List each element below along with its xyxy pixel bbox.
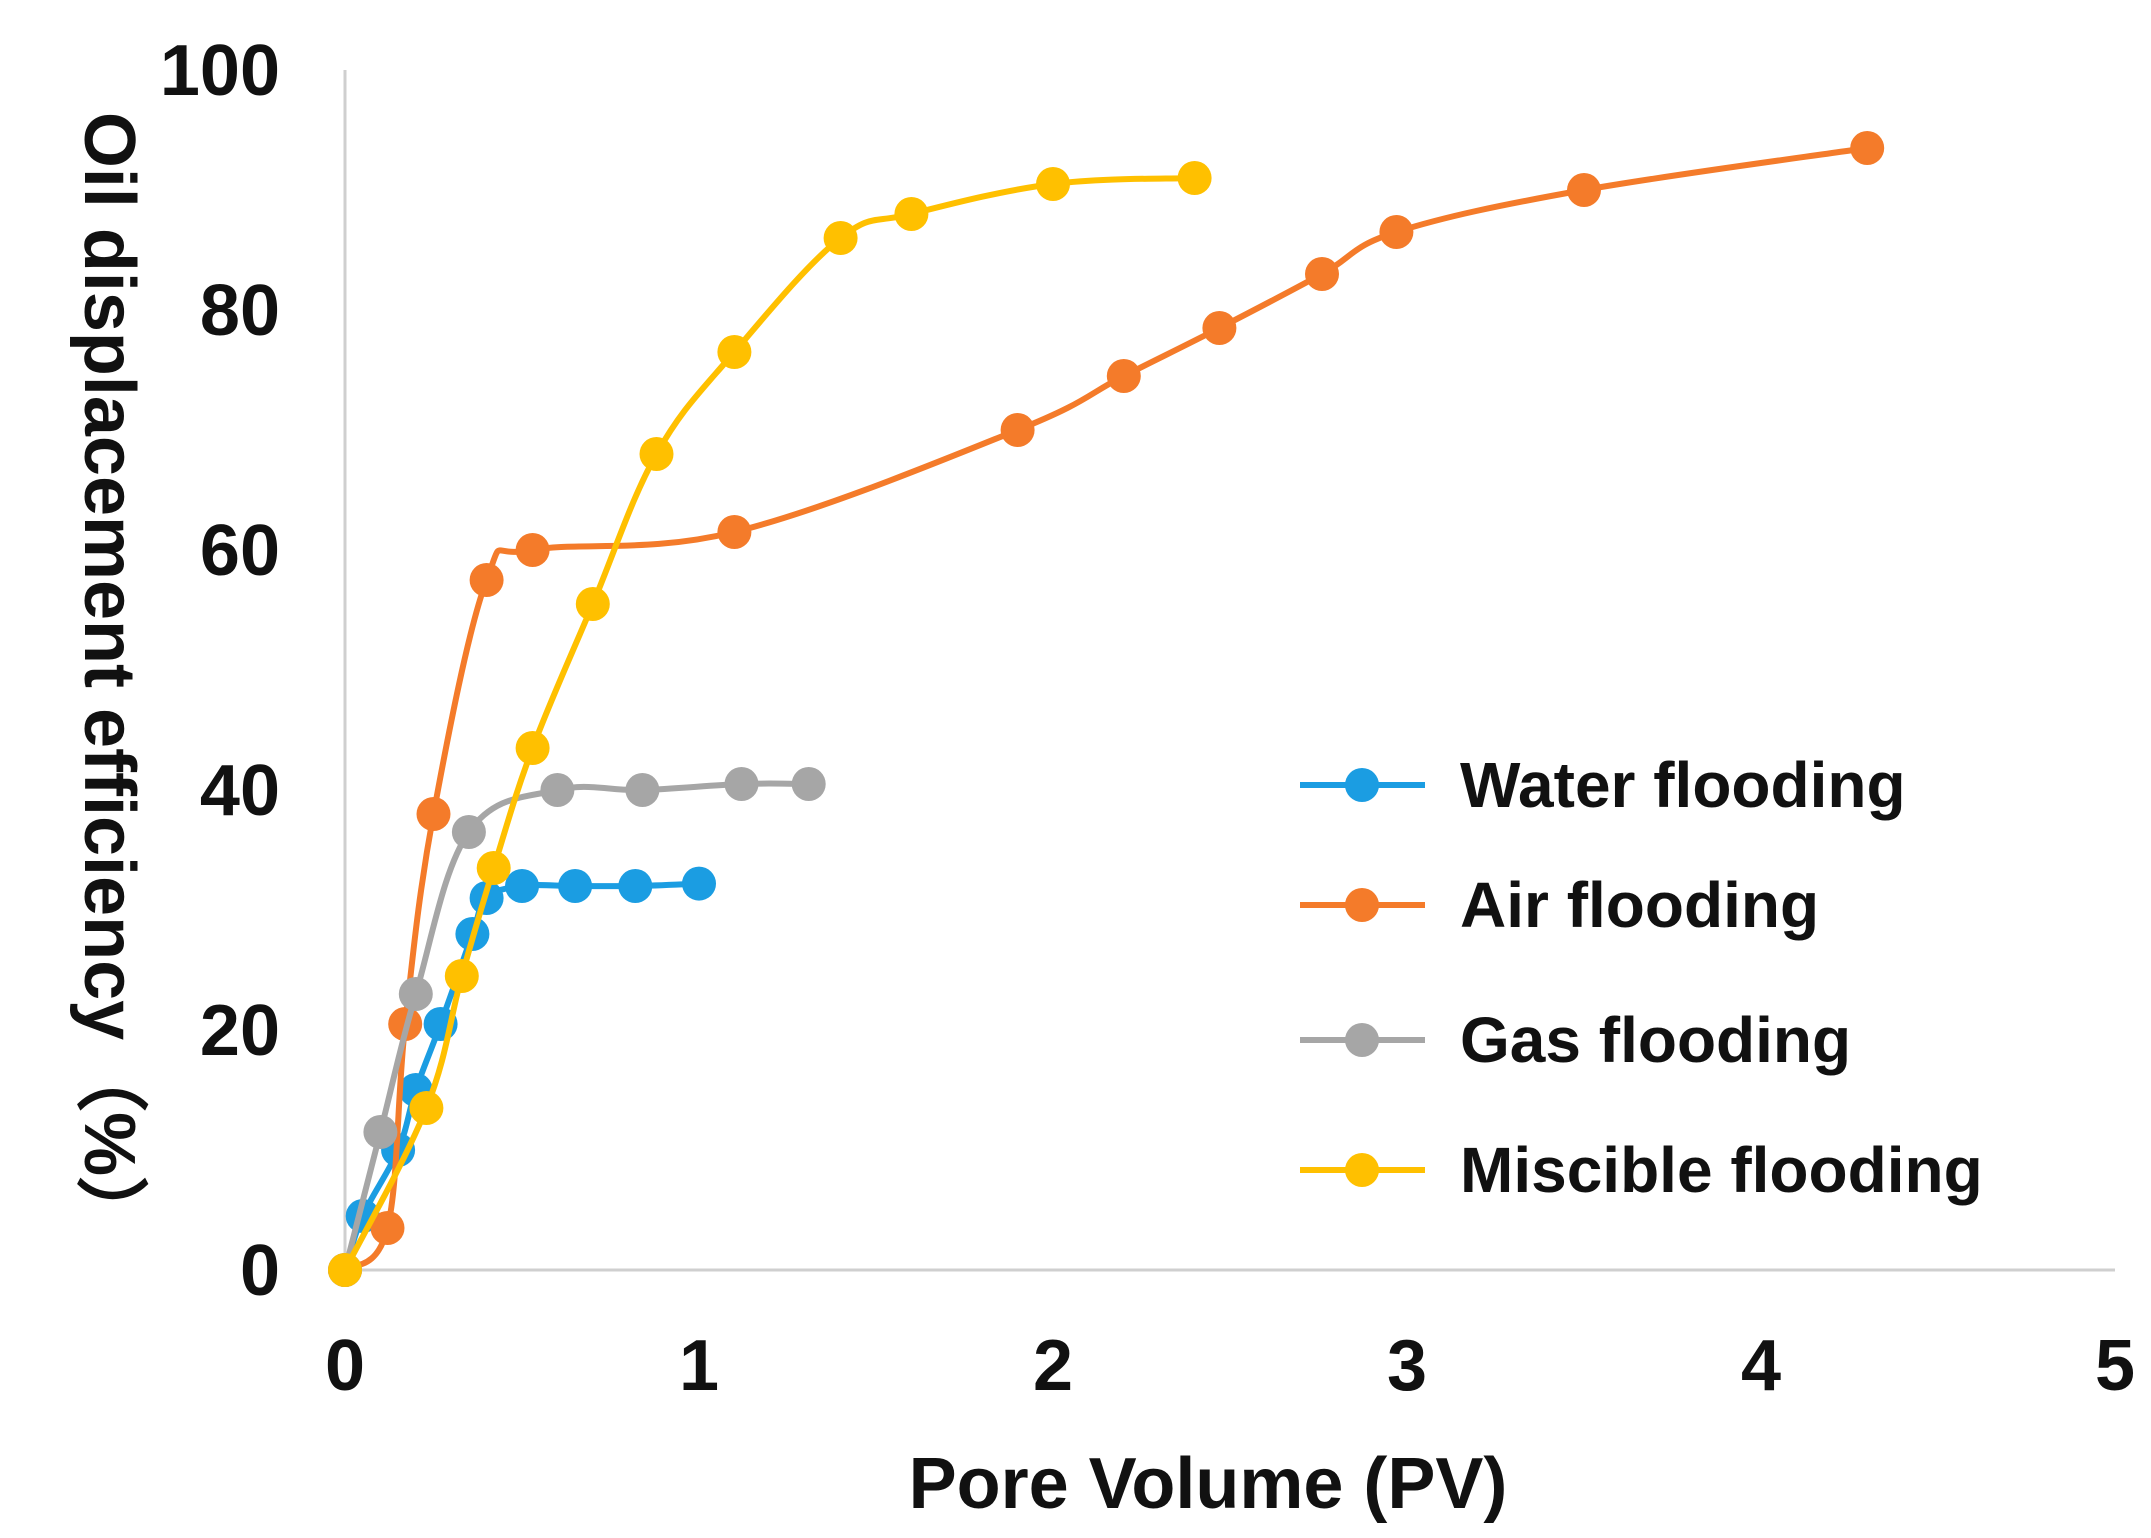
y-axis-title: Oil displacement efficiency（%） <box>69 112 149 1248</box>
data-point-miscible-flooding <box>1036 167 1070 201</box>
legend-marker-gas-flooding <box>1345 1023 1379 1057</box>
legend-label-gas-flooding: Gas flooding <box>1460 1004 1851 1076</box>
legend-item-gas-flooding: Gas flooding <box>1300 1004 1851 1076</box>
data-point-gas-flooding <box>540 773 575 807</box>
data-point-miscible-flooding <box>717 335 752 369</box>
legend-label-water-flooding: Water flooding <box>1460 749 1906 821</box>
x-tick-label: 3 <box>1387 1326 1427 1406</box>
x-tick-labels: 0 1 2 3 4 5 <box>325 1326 2135 1406</box>
data-point-air-flooding <box>416 797 451 831</box>
legend-item-miscible-flooding: Miscible flooding <box>1300 1134 1983 1206</box>
data-point-water-flooding <box>558 869 593 903</box>
data-point-miscible-flooding <box>894 197 929 231</box>
data-point-air-flooding <box>1850 131 1885 165</box>
data-point-miscible-flooding <box>575 587 610 621</box>
data-point-air-flooding <box>717 515 752 549</box>
data-point-gas-flooding <box>791 767 826 801</box>
data-point-air-flooding <box>515 533 550 567</box>
data-point-miscible-flooding <box>639 437 674 471</box>
data-point-water-flooding <box>682 866 716 901</box>
series-miscible-flooding <box>328 161 1212 1287</box>
legend-marker-water-flooding <box>1345 768 1379 802</box>
y-tick-label: 80 <box>200 271 280 351</box>
data-point-miscible-flooding <box>328 1253 362 1287</box>
data-point-gas-flooding <box>451 815 486 849</box>
data-point-air-flooding <box>1567 173 1601 207</box>
data-point-miscible-flooding <box>476 851 511 885</box>
legend-marker-air-flooding <box>1345 888 1379 922</box>
series-line-air-flooding <box>342 145 1871 1273</box>
data-point-water-flooding <box>618 869 653 903</box>
x-tick-label: 4 <box>1741 1326 1781 1406</box>
data-point-miscible-flooding <box>1177 161 1212 195</box>
y-tick-label: 0 <box>240 1231 280 1311</box>
data-point-gas-flooding <box>363 1115 398 1149</box>
legend: Water flooding Air flooding Gas flooding Mi… <box>1300 749 1983 1206</box>
y-tick-label: 100 <box>160 31 280 111</box>
legend-item-water-flooding: Water flooding <box>1300 749 1906 821</box>
x-tick-label: 5 <box>2095 1326 2135 1406</box>
data-point-air-flooding <box>1379 215 1414 249</box>
data-point-gas-flooding <box>724 767 759 801</box>
data-point-miscible-flooding <box>409 1091 444 1125</box>
y-tick-label: 60 <box>200 511 280 591</box>
data-point-air-flooding <box>1202 311 1237 345</box>
series-air-flooding <box>328 131 1885 1287</box>
data-point-miscible-flooding <box>515 731 550 765</box>
data-point-air-flooding <box>469 563 504 597</box>
legend-label-miscible-flooding: Miscible flooding <box>1460 1134 1983 1206</box>
series-layer <box>328 131 1885 1287</box>
legend-item-air-flooding: Air flooding <box>1300 869 1819 941</box>
y-tick-labels: 0 20 40 60 80 100 <box>160 31 280 1311</box>
data-point-gas-flooding <box>625 773 660 807</box>
x-tick-label: 0 <box>325 1326 365 1406</box>
legend-label-air-flooding: Air flooding <box>1460 869 1819 941</box>
data-point-air-flooding <box>1000 413 1035 447</box>
x-axis-title: Pore Volume (PV) <box>909 1444 1508 1524</box>
y-tick-label: 20 <box>200 991 280 1071</box>
data-point-miscible-flooding <box>823 221 858 255</box>
data-point-miscible-flooding <box>444 959 479 993</box>
legend-marker-miscible-flooding <box>1345 1153 1379 1187</box>
data-point-air-flooding <box>1106 359 1141 393</box>
data-point-air-flooding <box>370 1211 405 1245</box>
data-point-gas-flooding <box>398 977 433 1011</box>
series-line-miscible-flooding <box>342 175 1198 1273</box>
y-tick-label: 40 <box>200 751 280 831</box>
data-point-air-flooding <box>1305 257 1339 291</box>
x-tick-label: 1 <box>679 1326 719 1406</box>
x-tick-label: 2 <box>1033 1326 1073 1406</box>
data-point-water-flooding <box>505 869 539 903</box>
